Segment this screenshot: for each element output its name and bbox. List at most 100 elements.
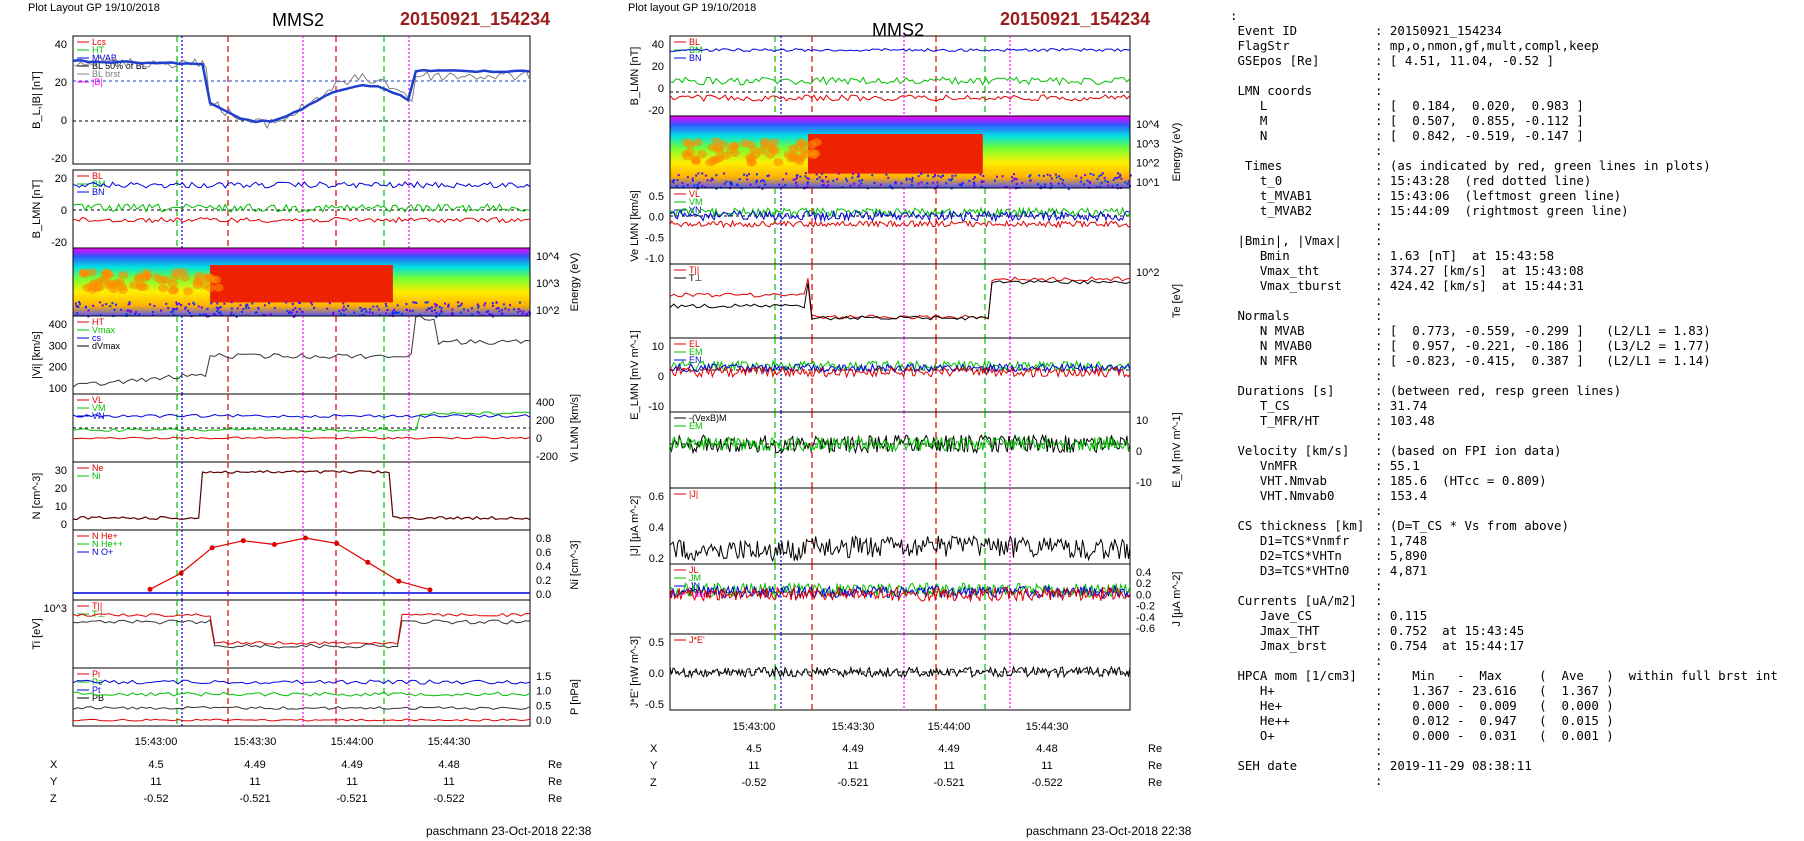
spectrogram-noise <box>230 301 233 304</box>
spectrogram-noise <box>715 174 718 177</box>
y-tick-label: 100 <box>49 383 67 395</box>
spectrogram-blob <box>167 279 178 288</box>
info-key: GSEpos [Re] <box>1230 53 1320 68</box>
spectrogram-noise <box>153 304 156 307</box>
spectrogram-noise <box>507 308 510 311</box>
spectrogram-noise <box>457 305 460 308</box>
y-tick-label: 30 <box>55 465 67 477</box>
spectrogram-noise <box>476 303 479 306</box>
spectrogram-noise <box>176 303 179 306</box>
spectrogram-noise <box>1099 185 1102 188</box>
info-value: : (D=T_CS * Vs from above) <box>1375 518 1569 533</box>
spectrogram-noise <box>1063 184 1066 187</box>
spectrogram-noise <box>890 185 893 188</box>
info-value: : 0.000 - 0.009 ( 0.000 ) <box>1375 698 1614 713</box>
spectrogram-noise <box>696 185 699 188</box>
info-row: N MVAB: [ 0.773, -0.559, -0.299 ] (L2/L1… <box>1230 323 1778 338</box>
y-tick-label: 1.5 <box>536 671 551 683</box>
spectrogram-blob <box>204 273 215 282</box>
legend-entry: JL <box>689 565 699 575</box>
spectrogram-noise <box>368 311 371 314</box>
spectrogram-noise <box>193 303 196 306</box>
bl-line <box>72 58 531 124</box>
info-value: : 153.4 <box>1375 488 1428 503</box>
spectrogram-noise <box>681 182 684 185</box>
y-tick-label: 0.5 <box>649 191 664 203</box>
spectrogram-noise <box>778 183 781 186</box>
spectrogram-noise <box>785 172 788 175</box>
info-value: : 55.1 <box>1375 458 1420 473</box>
spectrogram-noise <box>836 178 839 181</box>
spectrogram-noise <box>973 184 976 187</box>
spectrogram-blob <box>180 273 191 282</box>
spectrogram-noise <box>860 182 863 185</box>
pos-value: 11 <box>1041 760 1052 772</box>
info-value: : [ 0.842, -0.519, -0.147 ] <box>1375 128 1584 143</box>
bl-brst-line <box>73 56 531 130</box>
spectrogram-noise <box>961 182 964 185</box>
spectrogram-noise <box>361 308 364 311</box>
y-tick-label: 10^4 <box>536 251 560 263</box>
pos-value: -0.521 <box>239 793 270 805</box>
spectrogram-noise <box>715 187 718 190</box>
info-row: SEH date: 2019-11-29 08:38:11 <box>1230 758 1778 773</box>
he-pp-point <box>365 559 371 565</box>
bm-series <box>669 75 1131 87</box>
info-key <box>1230 773 1375 788</box>
spectrogram-noise <box>861 179 864 182</box>
spectrogram-noise <box>856 175 859 178</box>
spectrogram-noise <box>187 309 190 312</box>
spectrogram-noise <box>204 313 207 316</box>
y-tick-label: 20 <box>55 173 67 185</box>
spectrogram-noise <box>691 177 694 180</box>
he-pp-point <box>209 545 215 551</box>
spectrogram-noise <box>217 308 220 311</box>
info-value: : 20150921_154234 <box>1375 23 1502 38</box>
time-tick-label: 15:44:00 <box>928 721 971 733</box>
axis-label: Energy (eV) <box>1171 123 1183 182</box>
info-key: T_MFR/HT <box>1230 413 1320 428</box>
info-value: : (based on FPI ion data) <box>1375 443 1562 458</box>
spectrogram-blob <box>118 271 129 280</box>
spectrogram-noise <box>1046 173 1049 176</box>
spectrogram-noise <box>821 172 824 175</box>
info-key: CS thickness [km] <box>1230 518 1365 533</box>
info-value: : 31.74 <box>1375 398 1428 413</box>
y-tick-label: 400 <box>536 397 554 409</box>
spectrogram-noise <box>927 174 930 177</box>
spectrogram-noise <box>887 176 890 179</box>
spectrogram-noise <box>462 308 465 311</box>
spectrogram-noise <box>342 305 345 308</box>
spectrogram-noise <box>1082 183 1085 186</box>
spectrogram-noise <box>434 305 437 308</box>
spectrogram-noise <box>706 179 709 182</box>
spectrogram-noise <box>391 313 394 316</box>
spectrogram-noise <box>526 312 529 315</box>
spectrogram-noise <box>78 301 81 304</box>
spectrogram-noise <box>127 303 130 306</box>
spectrogram-noise <box>415 301 418 304</box>
axis-label: E_LMN [mV m^-1] <box>629 330 641 420</box>
spectrogram-blob <box>192 280 203 289</box>
spectrogram-noise <box>792 178 795 181</box>
info-key <box>1230 578 1375 593</box>
spectrogram-noise <box>332 313 335 316</box>
info-row: Event ID: 20150921_154234 <box>1230 23 1778 38</box>
y-tick-label: 10^2 <box>1136 267 1160 279</box>
spectrogram-noise <box>757 186 760 189</box>
pos-row-label: X <box>650 743 658 755</box>
y-tick-label: 0.2 <box>1136 578 1151 590</box>
spectrogram-noise <box>1050 177 1053 180</box>
spectrogram-noise <box>310 301 313 304</box>
y-tick-label: 10^1 <box>1136 177 1160 189</box>
he-pp-point <box>334 540 340 546</box>
spectrogram-noise <box>343 313 346 316</box>
info-row: : <box>1230 68 1778 83</box>
info-value: : mp,o,nmon,gf,mult,compl,keep <box>1375 38 1599 53</box>
left-title: MMS2 <box>272 10 325 30</box>
spectrogram-noise <box>1114 176 1117 179</box>
axis-label: J*E' [nW m^-3] <box>629 636 641 708</box>
spectrogram-noise <box>933 173 936 176</box>
spectrogram-noise <box>392 310 395 313</box>
